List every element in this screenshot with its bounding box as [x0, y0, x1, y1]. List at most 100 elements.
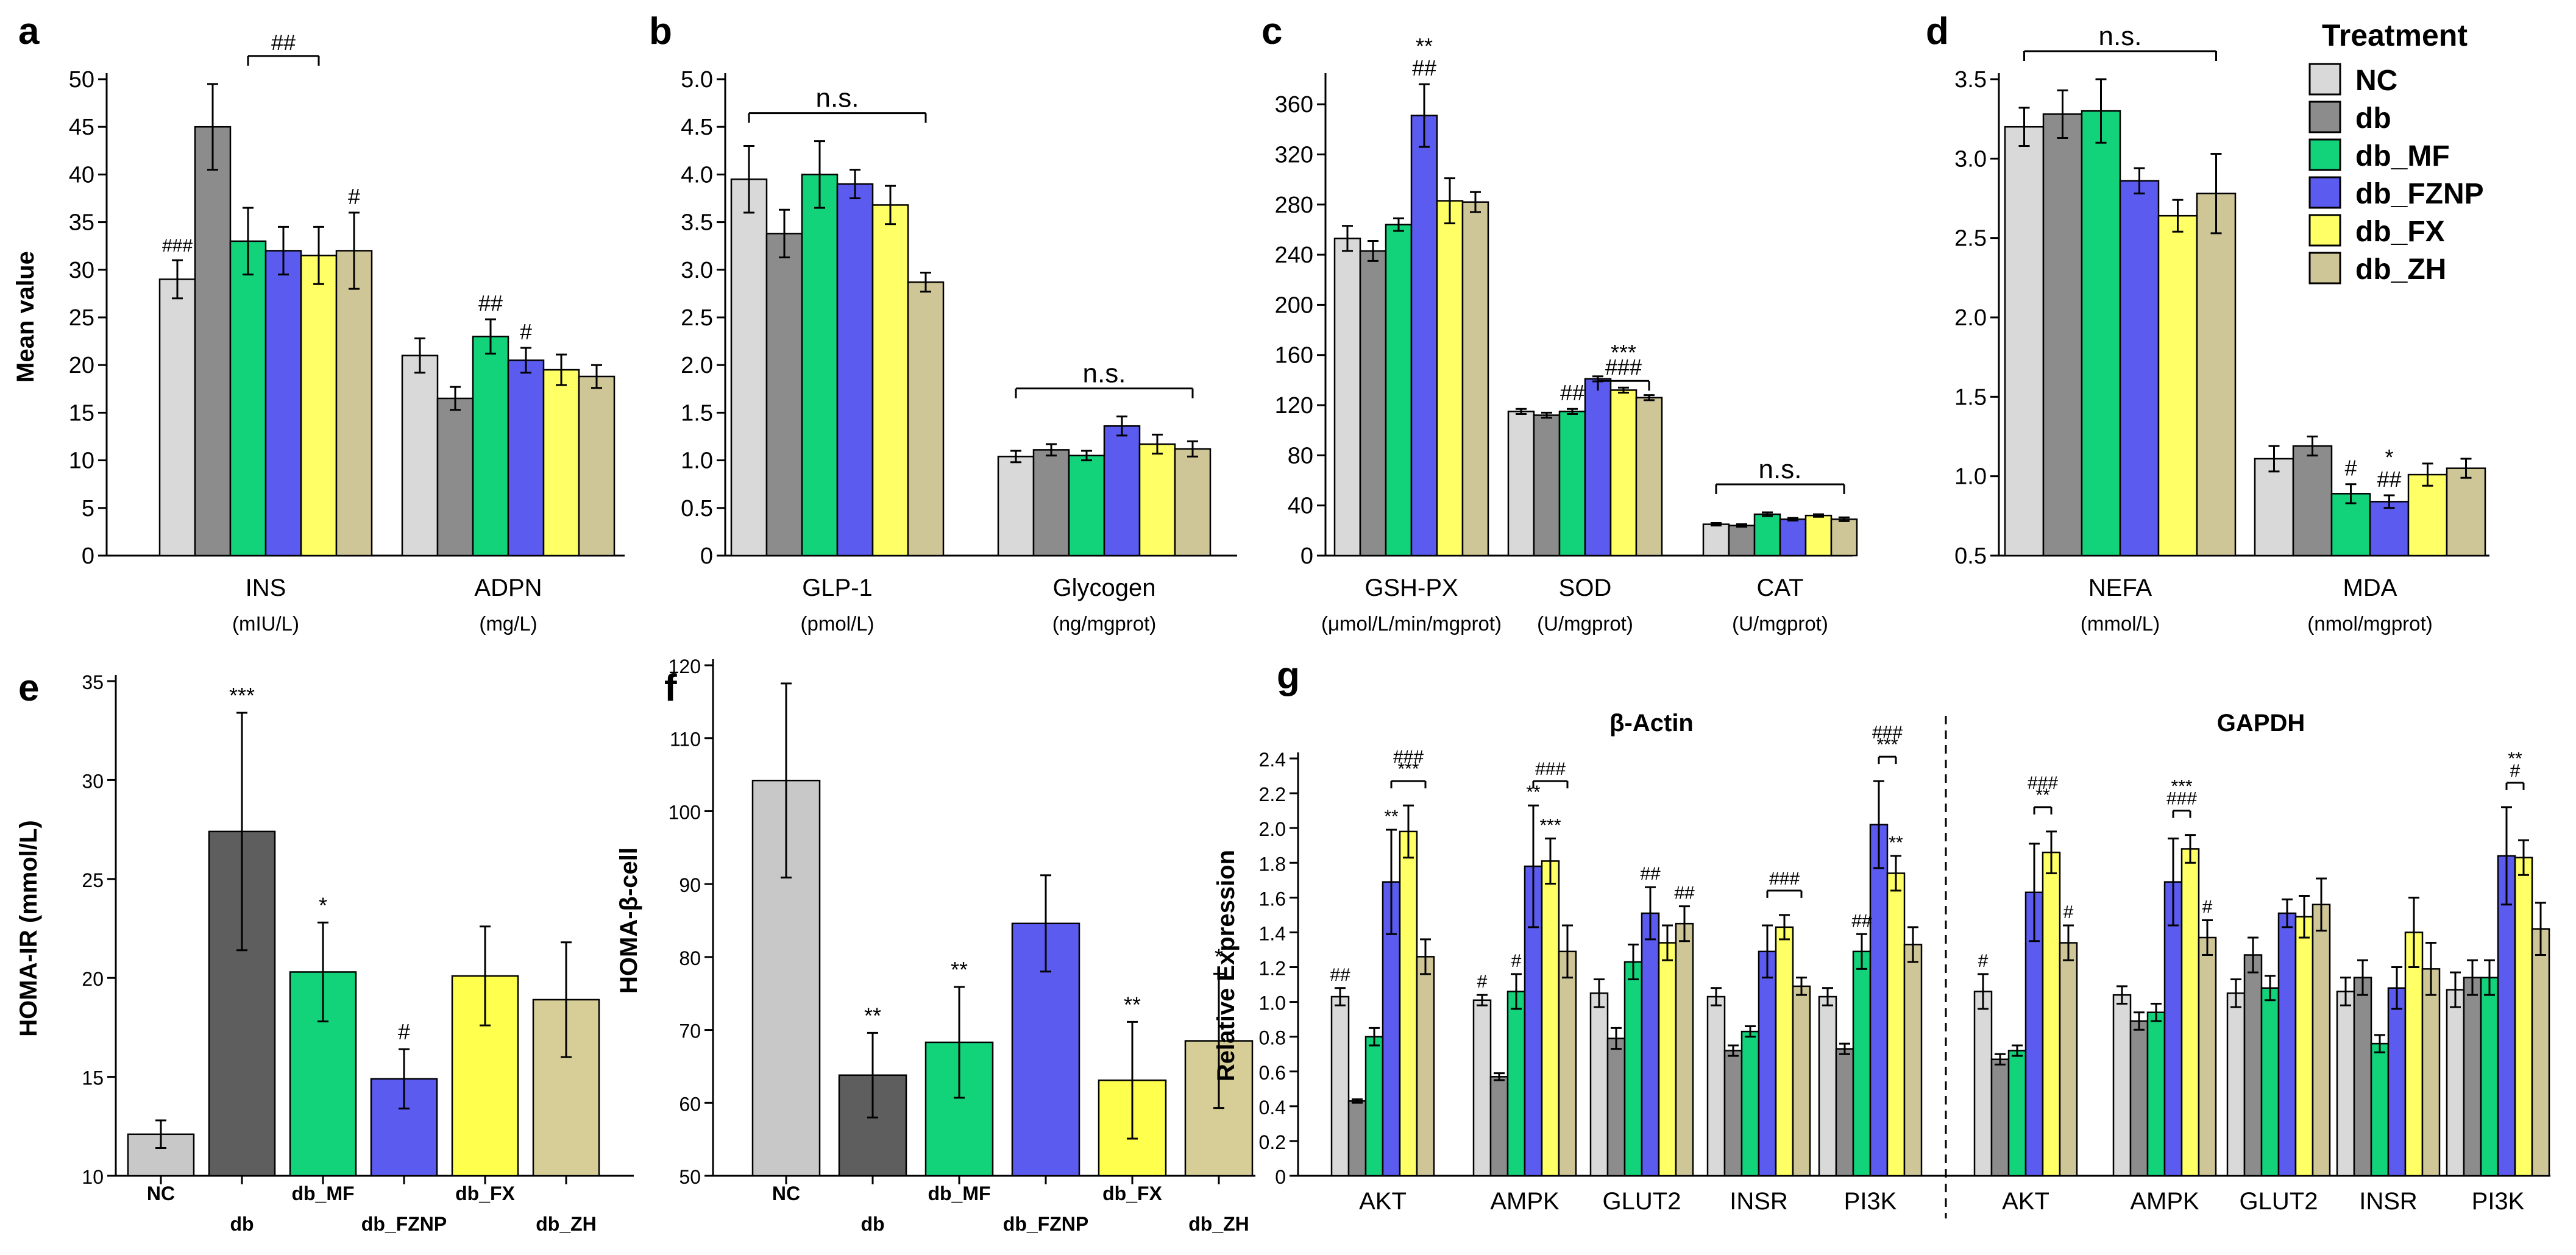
panel-g-β-Actin-GLUT2-db_FZNP-bar: [1641, 912, 1660, 1177]
legend-swatch-db: [2308, 101, 2341, 133]
panel-b-ytick-label: 1.0: [681, 448, 713, 474]
panel-d-ytick-label: 0.5: [1954, 543, 1987, 569]
panel-b-ytick-label: 0: [700, 543, 713, 569]
panel-a-ytick-label: 15: [69, 400, 94, 426]
panel-b-category-label: GLP-1: [802, 574, 873, 601]
panel-a-significance-mark: #: [520, 319, 532, 344]
panel-g-bracket-label: ###: [2028, 773, 2058, 793]
panel-g-ytick-label: 0: [1275, 1166, 1286, 1188]
panel-g-GAPDH-PI3K-NC-bar: [2446, 989, 2465, 1177]
panel-g-INSR-bracket-label: ###: [1769, 869, 1800, 889]
panel-c-CAT-db-bar: [1728, 525, 1756, 557]
panel-c-GSH-PX-db_FZNP-bar: [1410, 115, 1438, 557]
panel-g-GAPDH-PI3K-db_ZH-bar: [2531, 928, 2550, 1177]
panel-d-MDA-db_FZNP-bar: [2369, 501, 2410, 557]
panel-c-SOD-db_FX-bar: [1609, 389, 1637, 557]
panel-e-ytick-label: 25: [82, 869, 104, 891]
panel-g-significance-mark: ##: [1674, 883, 1695, 903]
panel-c-GSH-PX-NC-bar: [1333, 238, 1361, 557]
panel-a-ADPN-db_MF-bar: [472, 336, 509, 557]
panel-a-category-label: INS: [246, 574, 286, 601]
panel-f-significance-mark: *: [1215, 944, 1223, 969]
legend-label-db_FX: db_FX: [2355, 216, 2445, 248]
panel-c-significance-mark: ##: [1412, 55, 1436, 80]
panel-d-NEFA-db_ZH-bar: [2196, 193, 2237, 557]
panel-f-ytick-label: 70: [679, 1020, 701, 1042]
panel-c-unit-label: (U/mgprot): [1732, 612, 1828, 635]
panel-c-SOD-db_FZNP-bar: [1584, 378, 1612, 557]
panel-g-ytick-label: 0.6: [1259, 1062, 1286, 1084]
panel-b-ytick-label: 4.5: [681, 115, 713, 140]
panel-b-GLP-1-NC-bar: [730, 178, 768, 557]
panel-b-unit-label: (pmol/L): [800, 612, 874, 635]
panel-a-ytick-label: 10: [69, 448, 94, 474]
panel-c-GSH-PX-db_MF-bar: [1385, 224, 1413, 557]
panel-f-ytick-label: 90: [679, 874, 701, 896]
panel-g-category-label: PI3K: [2472, 1188, 2525, 1215]
panel-g-AKT-bracket-label: ***: [1397, 759, 1419, 779]
panel-g-significance-mark: ##: [1640, 864, 1661, 884]
panel-c-SOD-db-bar: [1533, 414, 1561, 557]
panel-g-GAPDH-AMPK-db_MF-bar: [2146, 1011, 2166, 1177]
panel-g-GAPDH-AKT-db_FX-bar: [2042, 851, 2061, 1177]
panel-e-significance-mark: ***: [229, 683, 255, 708]
panel-a-ytick-label: 40: [69, 162, 94, 188]
panel-f-category-label: db_FZNP: [1003, 1213, 1088, 1235]
panel-f-ytick-label: 60: [679, 1093, 701, 1115]
panel-g-GAPDH-GLUT2-db-bar: [2243, 954, 2263, 1177]
panel-d-category-label: NEFA: [2088, 574, 2152, 601]
panel-c-SOD-db_ZH-bar: [1635, 397, 1663, 557]
panel-e-significance-mark: *: [319, 893, 327, 917]
panel-b-category-label: Glycogen: [1053, 574, 1156, 601]
panel-c-unit-label: (μmol/L/min/mgprot): [1321, 612, 1502, 635]
panel-g-GAPDH-PI3K-db_MF-bar: [2480, 977, 2499, 1177]
panel-g-β-Actin-INSR-db_FX-bar: [1775, 926, 1794, 1177]
panel-d-NEFA-db-bar: [2042, 113, 2083, 557]
panel-label-e: e: [18, 667, 39, 709]
panel-a-INS-db_ZH-bar: [335, 250, 373, 557]
panel-g-ytick-label: 1.0: [1259, 992, 1286, 1014]
panel-e-category-label: db_FZNP: [361, 1213, 447, 1235]
panel-d-significance-mark: #: [2344, 456, 2357, 481]
panel-e-category-label: db: [230, 1213, 254, 1235]
panel-g-GAPDH-AKT-db_ZH-bar: [2059, 942, 2078, 1177]
panel-label-b: b: [649, 10, 672, 52]
panel-a-ADPN-NC-bar: [401, 355, 439, 557]
panel-b-GLP-1-db_FX-bar: [871, 204, 909, 557]
panel-g-ytick-label: 0.4: [1259, 1097, 1286, 1119]
panel-e-ytick-label: 30: [82, 770, 104, 792]
panel-e-ytick-label: 10: [82, 1166, 104, 1188]
panel-g-significance-mark: #: [1477, 972, 1488, 992]
panel-b-Glycogen-db_ZH-bar: [1174, 448, 1212, 557]
panel-g-ytick-label: 2.4: [1259, 749, 1286, 771]
panel-b-Glycogen-db_FX-bar: [1138, 443, 1176, 557]
panel-d-ytick-label: 1.0: [1954, 464, 1987, 490]
panel-a-y-label: Mean value: [12, 251, 39, 383]
panel-c-ytick-label: 200: [1275, 292, 1313, 318]
panel-a-unit-label: (mIU/L): [232, 612, 299, 635]
panel-g-GAPDH-AKT-NC-bar: [1973, 991, 1993, 1177]
panel-e-category-label: NC: [147, 1183, 175, 1204]
panel-c-GSH-PX-db_FX-bar: [1436, 200, 1464, 557]
panel-label-a: a: [18, 10, 40, 52]
panel-f-ytick-label: 110: [670, 729, 701, 751]
panel-g-significance-mark: #: [2063, 902, 2074, 922]
panel-e-category-label: db_FX: [455, 1183, 515, 1204]
panel-g-GAPDH-PI3K-db_FX-bar: [2514, 857, 2533, 1177]
panel-f-y-label: HOMA-β-cell: [616, 847, 642, 994]
panel-g-β-Actin-GLUT2-db_ZH-bar: [1675, 922, 1694, 1177]
panel-d-NEFA-db_FX-bar: [2157, 214, 2198, 557]
panel-g-GAPDH-AMPK-db-bar: [2129, 1020, 2149, 1177]
panel-g-β-Actin-INSR-db-bar: [1723, 1050, 1743, 1177]
panel-b-Glycogen-bracket-label: n.s.: [1083, 359, 1126, 389]
panel-c-CAT-NC-bar: [1702, 523, 1730, 557]
panel-g-β-Actin-AMPK-db_MF-bar: [1506, 991, 1526, 1177]
panel-g-section-title: GAPDH: [2217, 710, 2305, 737]
panel-g-category-label: INSR: [2359, 1188, 2418, 1215]
panel-g-GAPDH-AMPK-db_ZH-bar: [2198, 936, 2217, 1177]
panel-g-β-Actin-AKT-db-bar: [1347, 1100, 1367, 1177]
legend-label-db_MF: db_MF: [2355, 140, 2450, 172]
panel-e-ytick-label: 35: [82, 671, 104, 693]
panel-f-ytick-label: 120: [669, 656, 701, 677]
panel-g-GAPDH-INSR-db_MF-bar: [2370, 1042, 2390, 1177]
